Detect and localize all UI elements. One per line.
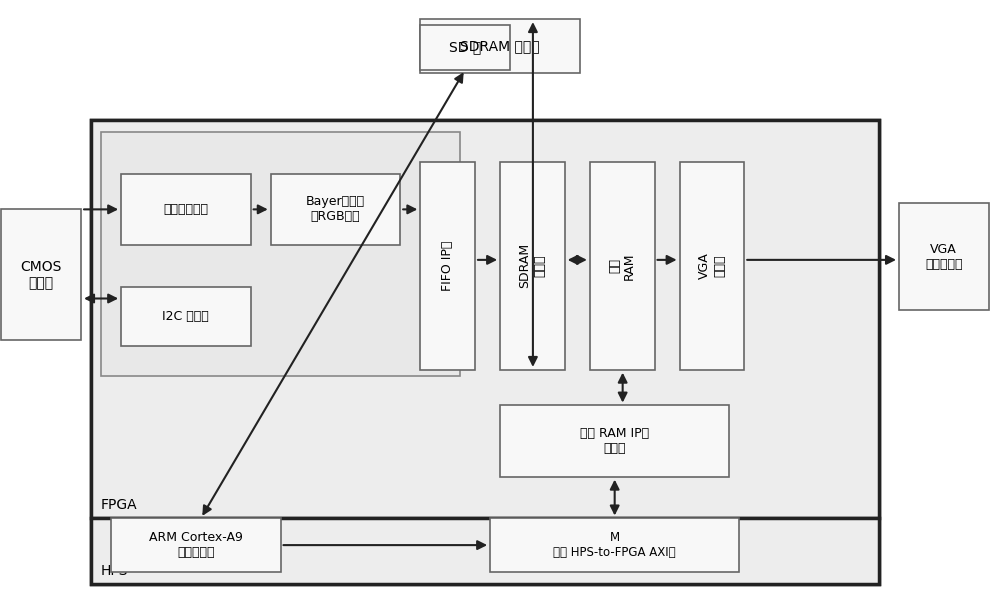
- FancyBboxPatch shape: [490, 518, 739, 572]
- FancyBboxPatch shape: [420, 162, 475, 370]
- FancyBboxPatch shape: [500, 162, 565, 370]
- FancyBboxPatch shape: [91, 518, 879, 584]
- Text: I2C 控制器: I2C 控制器: [162, 310, 209, 323]
- Text: VGA
数模转换器: VGA 数模转换器: [925, 243, 963, 271]
- FancyBboxPatch shape: [121, 174, 251, 245]
- Text: ARM Cortex-A9
双核处理器: ARM Cortex-A9 双核处理器: [149, 531, 243, 559]
- Text: SDRAM
控制器: SDRAM 控制器: [518, 243, 546, 288]
- Text: SD 卡: SD 卡: [449, 41, 481, 54]
- Text: 双口
RAM: 双口 RAM: [608, 252, 636, 279]
- FancyBboxPatch shape: [101, 132, 460, 376]
- Text: M
轻量 HPS-to-FPGA AXI桥: M 轻量 HPS-to-FPGA AXI桥: [553, 531, 676, 559]
- FancyBboxPatch shape: [121, 287, 251, 346]
- FancyBboxPatch shape: [590, 162, 655, 370]
- Text: HPS: HPS: [101, 564, 129, 578]
- FancyBboxPatch shape: [111, 518, 281, 572]
- Text: FPGA: FPGA: [101, 498, 138, 512]
- FancyBboxPatch shape: [420, 19, 580, 73]
- FancyBboxPatch shape: [91, 120, 879, 584]
- Text: SDRAM 存储器: SDRAM 存储器: [460, 39, 540, 53]
- Text: FIFO IP核: FIFO IP核: [441, 241, 454, 291]
- Text: VGA
控制器: VGA 控制器: [698, 253, 726, 279]
- FancyBboxPatch shape: [500, 405, 729, 477]
- Text: 双口 RAM IP核
控制器: 双口 RAM IP核 控制器: [580, 427, 649, 455]
- FancyBboxPatch shape: [899, 204, 989, 310]
- Text: 图像捕捉模块: 图像捕捉模块: [163, 203, 208, 216]
- FancyBboxPatch shape: [271, 174, 400, 245]
- FancyBboxPatch shape: [1, 210, 81, 340]
- Text: Bayer格式转
换RGB格式: Bayer格式转 换RGB格式: [306, 195, 365, 223]
- FancyBboxPatch shape: [680, 162, 744, 370]
- FancyBboxPatch shape: [420, 25, 510, 70]
- Text: CMOS
传感器: CMOS 传感器: [21, 260, 62, 290]
- FancyBboxPatch shape: [91, 120, 879, 518]
